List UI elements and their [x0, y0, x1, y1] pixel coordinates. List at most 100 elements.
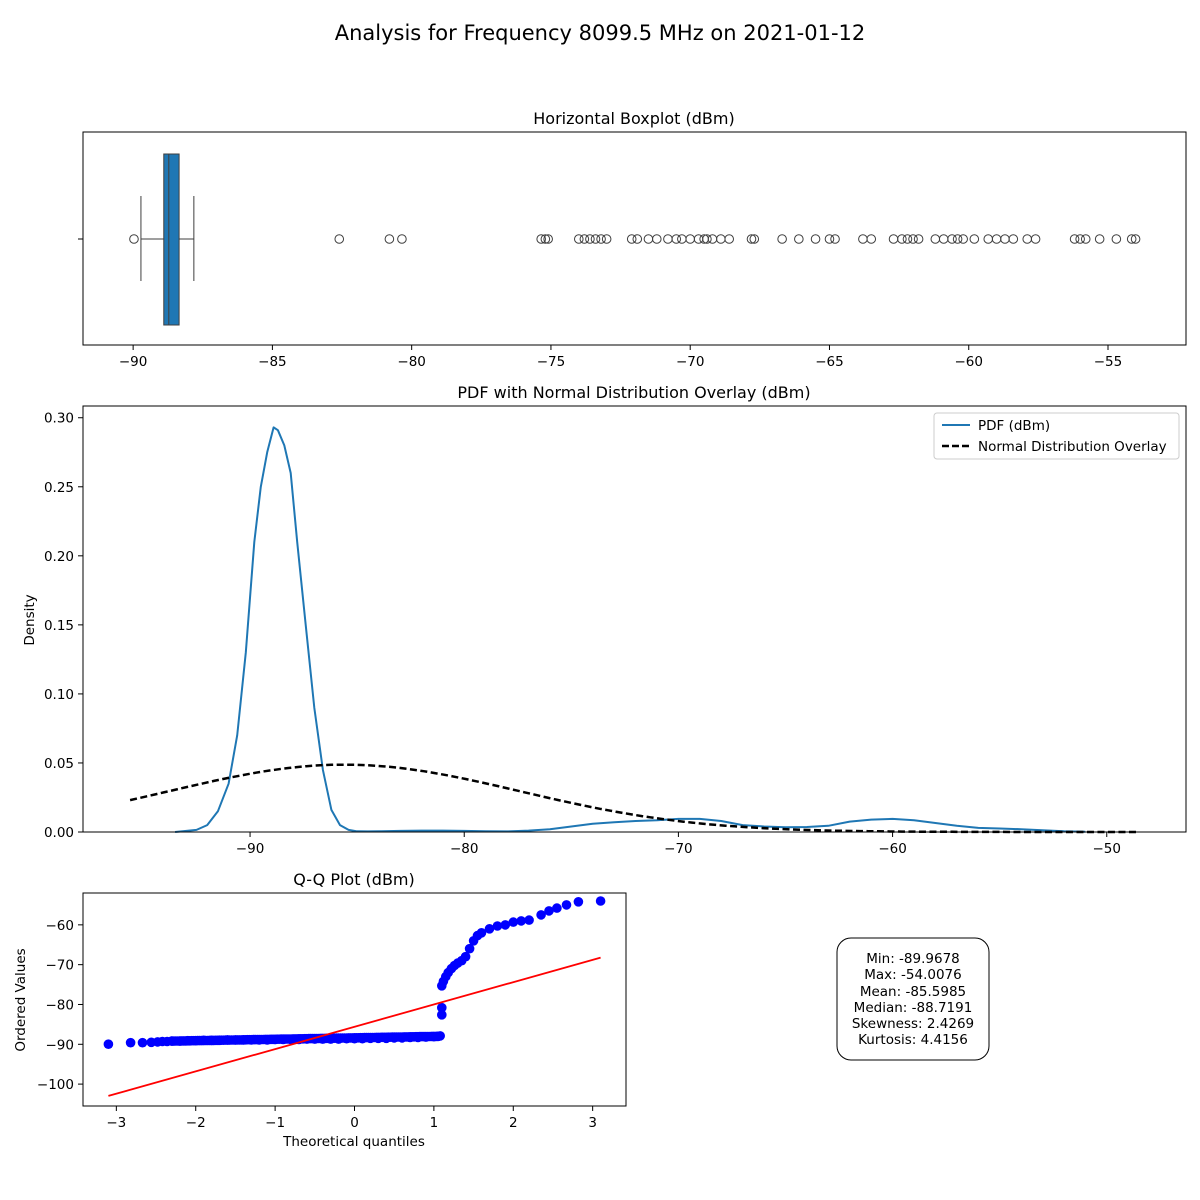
boxplot-x-ticks: −90 −85 −80 −75 −70 −65 −60 −55: [119, 345, 1122, 370]
boxplot-outlier: [794, 234, 804, 244]
boxplot-outlier: [1111, 234, 1122, 244]
qq-point: [492, 921, 503, 931]
boxplot-outlier: [830, 234, 840, 244]
boxplot-outlier: [902, 234, 913, 244]
boxplot-x-tick-label: −70: [676, 354, 705, 370]
stat-min: Min: -89.9678: [866, 951, 960, 967]
pdf-y-tick-label: 0.15: [44, 618, 74, 634]
qq-x-tick-label: 3: [588, 1115, 597, 1131]
boxplot-outlier: [866, 234, 877, 244]
boxplot-outlier: [913, 234, 924, 244]
boxplot-outlier: [632, 234, 643, 244]
figure-title: Analysis for Frequency 8099.5 MHz on 202…: [335, 21, 866, 45]
boxplot-outlier: [536, 234, 546, 244]
pdf-lines: [129, 426, 1137, 834]
pdf-legend: PDF (dBm) Normal Distribution Overlay: [933, 412, 1180, 460]
boxplot-outlier: [626, 234, 637, 244]
stat-kurtosis: Kurtosis: 4.4156: [858, 1032, 968, 1048]
qq-y-tick-label: −60: [46, 918, 75, 934]
qq-panel: Q-Q Plot (dBm) −3 −2 −1 0 1 2 3 −100−90−80−70−…: [13, 870, 627, 1150]
boxplot-outlier: [749, 234, 760, 244]
boxplot-outlier: [585, 234, 595, 244]
pdf-x-tick-label: −80: [450, 841, 479, 857]
legend-frame: [933, 412, 1180, 460]
pdf-frame: [82, 405, 1187, 833]
boxplot-outlier: [579, 234, 590, 244]
qq-point: [464, 943, 475, 954]
boxplot-x-tick-label: −75: [537, 354, 566, 370]
qq-point: [508, 917, 519, 927]
qq-marks: [103, 896, 606, 1097]
boxplot-x-tick-label: −55: [1094, 354, 1123, 370]
legend-normal-label: Normal Distribution Overlay: [978, 439, 1167, 455]
boxplot-outlier: [397, 234, 407, 244]
qq-point: [536, 910, 546, 920]
pdf-x-tick-label: −60: [878, 841, 907, 857]
pdf-panel: PDF with Normal Distribution Overlay (dB…: [22, 383, 1187, 857]
boxplot-outlier: [601, 234, 612, 244]
boxplot-box: [163, 153, 180, 326]
boxplot-outlier: [540, 234, 551, 244]
pdf-y-tick-label: 0.25: [44, 480, 74, 496]
boxplot-outlier: [702, 234, 712, 244]
pdf-x-ticks: −90 −80 −70 −60 −50: [236, 832, 1121, 857]
boxplot-outlier: [746, 234, 757, 244]
qq-x-tick-label: 2: [509, 1115, 518, 1131]
qq-x-tick-label: −1: [265, 1115, 285, 1131]
qq-x-ticks: −3 −2 −1 0 1 2 3: [106, 1106, 597, 1131]
boxplot-x-tick-label: −85: [258, 354, 287, 370]
boxplot-outlier: [1094, 234, 1105, 244]
stat-max: Max: -54.0076: [864, 967, 961, 983]
boxplot-outlier: [1075, 234, 1085, 244]
stats-box-frame: [836, 937, 990, 1061]
boxplot-x-tick-label: −80: [397, 354, 426, 370]
boxplot-outlier: [596, 234, 606, 244]
boxplot-outlier: [671, 234, 682, 244]
boxplot-outlier: [334, 234, 345, 244]
qq-point: [544, 906, 554, 916]
boxplot-outlier: [897, 234, 907, 244]
boxplot-outlier: [1008, 234, 1019, 244]
qq-x-tick-label: 0: [350, 1115, 359, 1131]
qq-point: [552, 903, 562, 913]
pdf-y-tick-label: 0.05: [44, 756, 74, 772]
qq-y-tick-label: −90: [46, 1037, 75, 1053]
qq-y-axis-label: Ordered Values: [13, 948, 29, 1051]
boxplot-outlier: [573, 234, 584, 244]
boxplot-outlier: [1126, 234, 1137, 244]
boxplot-outlier: [543, 234, 553, 244]
boxplot-outlier: [1080, 234, 1091, 244]
qq-point: [500, 920, 511, 930]
qq-point: [524, 915, 534, 925]
qq-y-tick-label: −80: [46, 997, 75, 1013]
boxplot-outlier: [958, 234, 968, 244]
qq-point: [595, 896, 606, 906]
boxplot-outlier: [590, 234, 601, 244]
normal-overlay-curve: [129, 763, 1137, 834]
boxplot-outlier: [1030, 234, 1041, 244]
boxplot-outlier: [947, 234, 957, 244]
qq-title: Q-Q Plot (dBm): [293, 870, 415, 889]
boxplot-outlier: [129, 234, 139, 244]
qq-point: [484, 924, 495, 934]
qq-point: [573, 897, 584, 907]
qq-x-tick-label: −3: [106, 1115, 126, 1131]
boxplot-outlier: [952, 234, 963, 244]
qq-point: [476, 928, 487, 938]
boxplot-outlier: [777, 234, 787, 244]
qq-point: [437, 1002, 447, 1013]
qq-x-tick-label: 1: [430, 1115, 439, 1131]
qq-x-tick-label: −2: [186, 1115, 206, 1131]
boxplot-outlier: [908, 234, 918, 244]
pdf-y-axis-label: Density: [22, 594, 38, 645]
boxplot-panel: Horizontal Boxplot (dBm) −90 −85 −80 −75 −70…: [78, 109, 1187, 370]
stat-median: Median: -88.7191: [854, 1000, 973, 1016]
pdf-x-tick-label: −70: [664, 841, 693, 857]
qq-fit-line: [108, 956, 601, 1097]
boxplot-outlier: [384, 234, 395, 244]
pdf-y-tick-label: 0.20: [44, 549, 74, 565]
qq-point: [125, 1037, 136, 1048]
stat-skewness: Skewness: 2.4269: [852, 1016, 974, 1032]
boxplot-outlier: [1130, 234, 1141, 244]
qq-frame: [82, 892, 627, 1107]
